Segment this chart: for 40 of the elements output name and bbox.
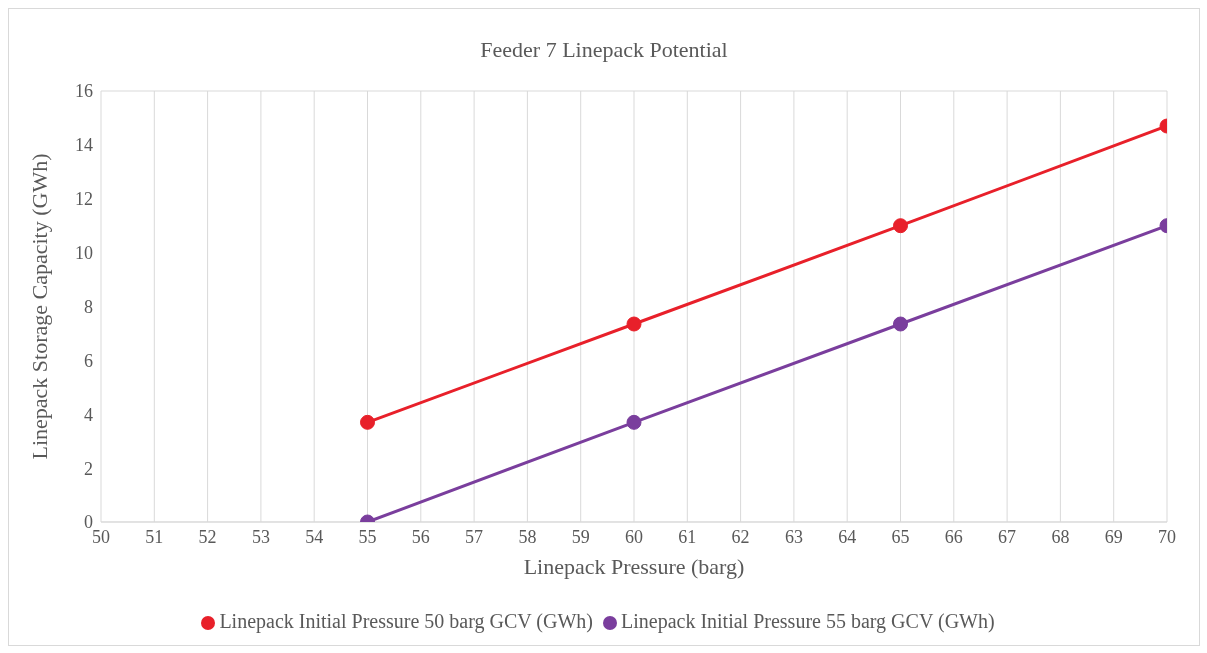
x-tick-label: 67 xyxy=(998,526,1017,547)
y-tick-label: 16 xyxy=(75,81,93,102)
x-tick-label: 53 xyxy=(251,526,270,547)
x-tick-label: 59 xyxy=(571,526,590,547)
point xyxy=(893,316,908,332)
y-tick-label: 8 xyxy=(84,296,93,317)
y-tick-label: 0 xyxy=(84,512,93,533)
x-tick-label: 63 xyxy=(784,526,803,547)
x-tick-label: 64 xyxy=(838,526,857,547)
x-tick-label: 62 xyxy=(731,526,750,547)
x-tick-label: 50 xyxy=(92,526,110,547)
x-tick-label: 66 xyxy=(944,526,963,547)
x-tick-label: 70 xyxy=(1158,526,1176,547)
x-tick-label: 57 xyxy=(465,526,484,547)
y-tick-label: 10 xyxy=(75,243,93,264)
y-axis-title: Linepack Storage Capacity (GWh) xyxy=(26,153,52,460)
x-tick-label: 68 xyxy=(1051,526,1070,547)
x-tick-label: 51 xyxy=(145,526,164,547)
x-tick-label: 58 xyxy=(518,526,537,547)
x-tick-label: 55 xyxy=(358,526,377,547)
x-tick-label: 65 xyxy=(891,526,910,547)
point xyxy=(360,414,375,430)
x-tick-label: 61 xyxy=(678,526,697,547)
x-tick-label: 56 xyxy=(411,526,430,547)
point xyxy=(893,218,908,234)
point xyxy=(626,414,642,430)
y-tick-label: 2 xyxy=(84,458,93,479)
legend-label: Linepack Initial Pressure 50 barg GCV (GWh) xyxy=(219,610,593,632)
y-tick-label: 4 xyxy=(84,404,93,425)
x-tick-label: 69 xyxy=(1104,526,1123,547)
y-tick-label: 6 xyxy=(84,350,93,371)
y-tick-label: 14 xyxy=(75,135,93,156)
x-tick-label: 52 xyxy=(198,526,217,547)
chart-title: Feeder 7 Linepack Potential xyxy=(479,37,729,63)
x-tick-label: 60 xyxy=(625,526,643,547)
legend-label: Linepack Initial Pressure 55 barg GCV (GWh) xyxy=(621,610,995,632)
y-tick-label: 12 xyxy=(75,189,93,210)
x-tick-label: 54 xyxy=(305,526,324,547)
x-axis-title: Linepack Pressure (barg) xyxy=(523,554,745,579)
point xyxy=(626,316,642,332)
